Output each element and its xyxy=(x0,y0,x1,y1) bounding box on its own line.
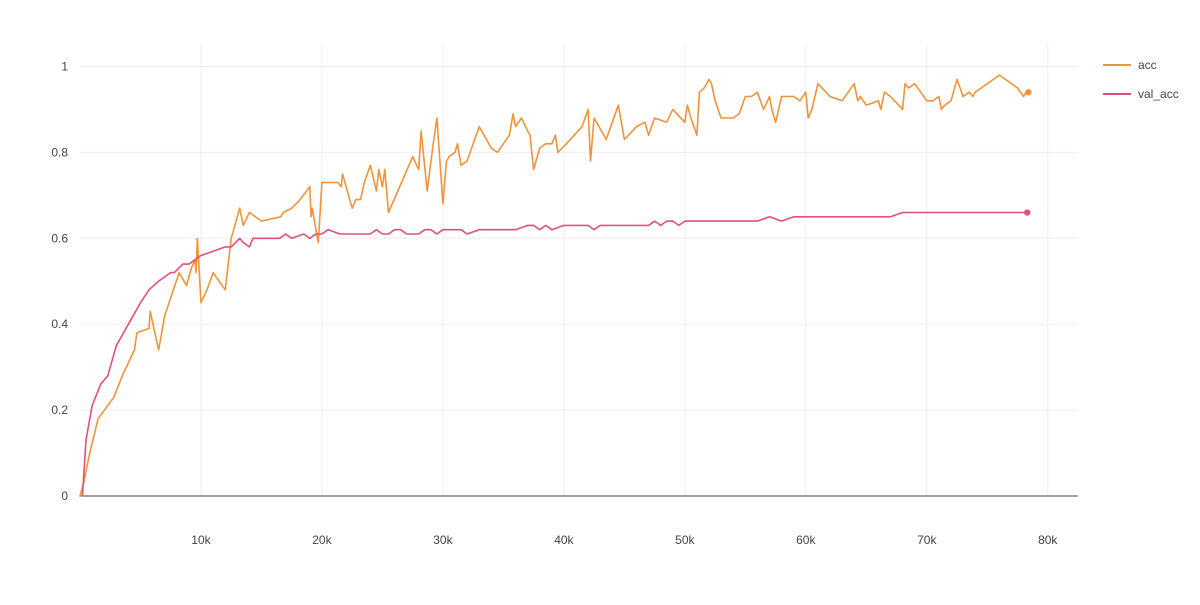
x-tick-label: 60k xyxy=(796,533,816,547)
x-tick-label: 50k xyxy=(675,533,695,547)
y-tick-label: 1 xyxy=(61,59,68,73)
legend[interactable]: acc val_acc xyxy=(1103,58,1179,101)
series-end-point-val_acc xyxy=(1023,209,1031,216)
series-end-point-acc xyxy=(1025,89,1032,96)
legend-label: acc xyxy=(1138,58,1157,72)
x-tick-label: 80k xyxy=(1038,533,1058,547)
x-tick-label: 40k xyxy=(554,533,574,547)
x-tick-label: 20k xyxy=(312,533,332,547)
legend-item-val_acc[interactable]: val_acc xyxy=(1103,87,1179,101)
x-tick-label: 30k xyxy=(433,533,453,547)
series-line-acc xyxy=(79,74,1030,497)
axis-layer: 0 0.2 0.4 0.6 0.8 1 10k 20k 30k 40k 50k 60k 70k 80k xyxy=(51,59,1078,547)
legend-label: val_acc xyxy=(1138,87,1179,101)
y-tick-label: 0.6 xyxy=(51,231,68,245)
series-line-val_acc xyxy=(81,211,1028,497)
series-layer xyxy=(79,74,1032,497)
y-tick-label: 0 xyxy=(61,489,68,503)
x-tick-label: 10k xyxy=(191,533,211,547)
x-tick-label: 70k xyxy=(917,533,937,547)
grid-layer xyxy=(80,45,1078,496)
legend-item-acc[interactable]: acc xyxy=(1103,58,1157,72)
y-tick-label: 0.2 xyxy=(51,403,68,417)
y-tick-label: 0.8 xyxy=(51,145,68,159)
y-tick-label: 0.4 xyxy=(51,317,68,331)
